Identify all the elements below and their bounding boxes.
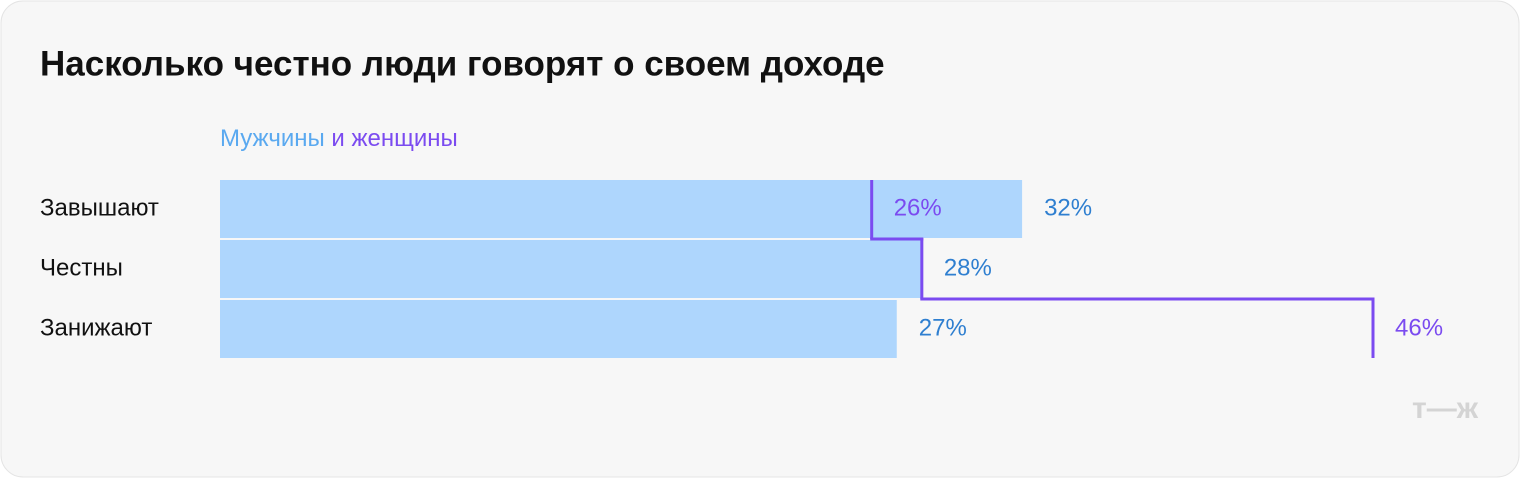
value-label: 32% — [1044, 194, 1092, 221]
legend-joiner: и — [331, 125, 344, 152]
category-label: Занижают — [40, 314, 152, 341]
bar — [220, 180, 1023, 238]
chart-title: Насколько честно люди говорят о своем до… — [40, 44, 885, 83]
legend-entry: Мужчины — [220, 125, 325, 152]
logo: т—ж — [1412, 392, 1479, 425]
value-label: 27% — [919, 314, 967, 341]
bar — [220, 300, 897, 358]
category-label: Честны — [40, 254, 123, 281]
value-label: 46% — [1395, 314, 1443, 341]
bar — [220, 240, 922, 298]
value-label: 26% — [894, 194, 942, 221]
legend-entry: женщины — [351, 125, 457, 152]
legend: Мужчины и женщины — [220, 125, 458, 152]
value-label: 28% — [944, 254, 992, 281]
category-label: Завышают — [40, 194, 159, 221]
